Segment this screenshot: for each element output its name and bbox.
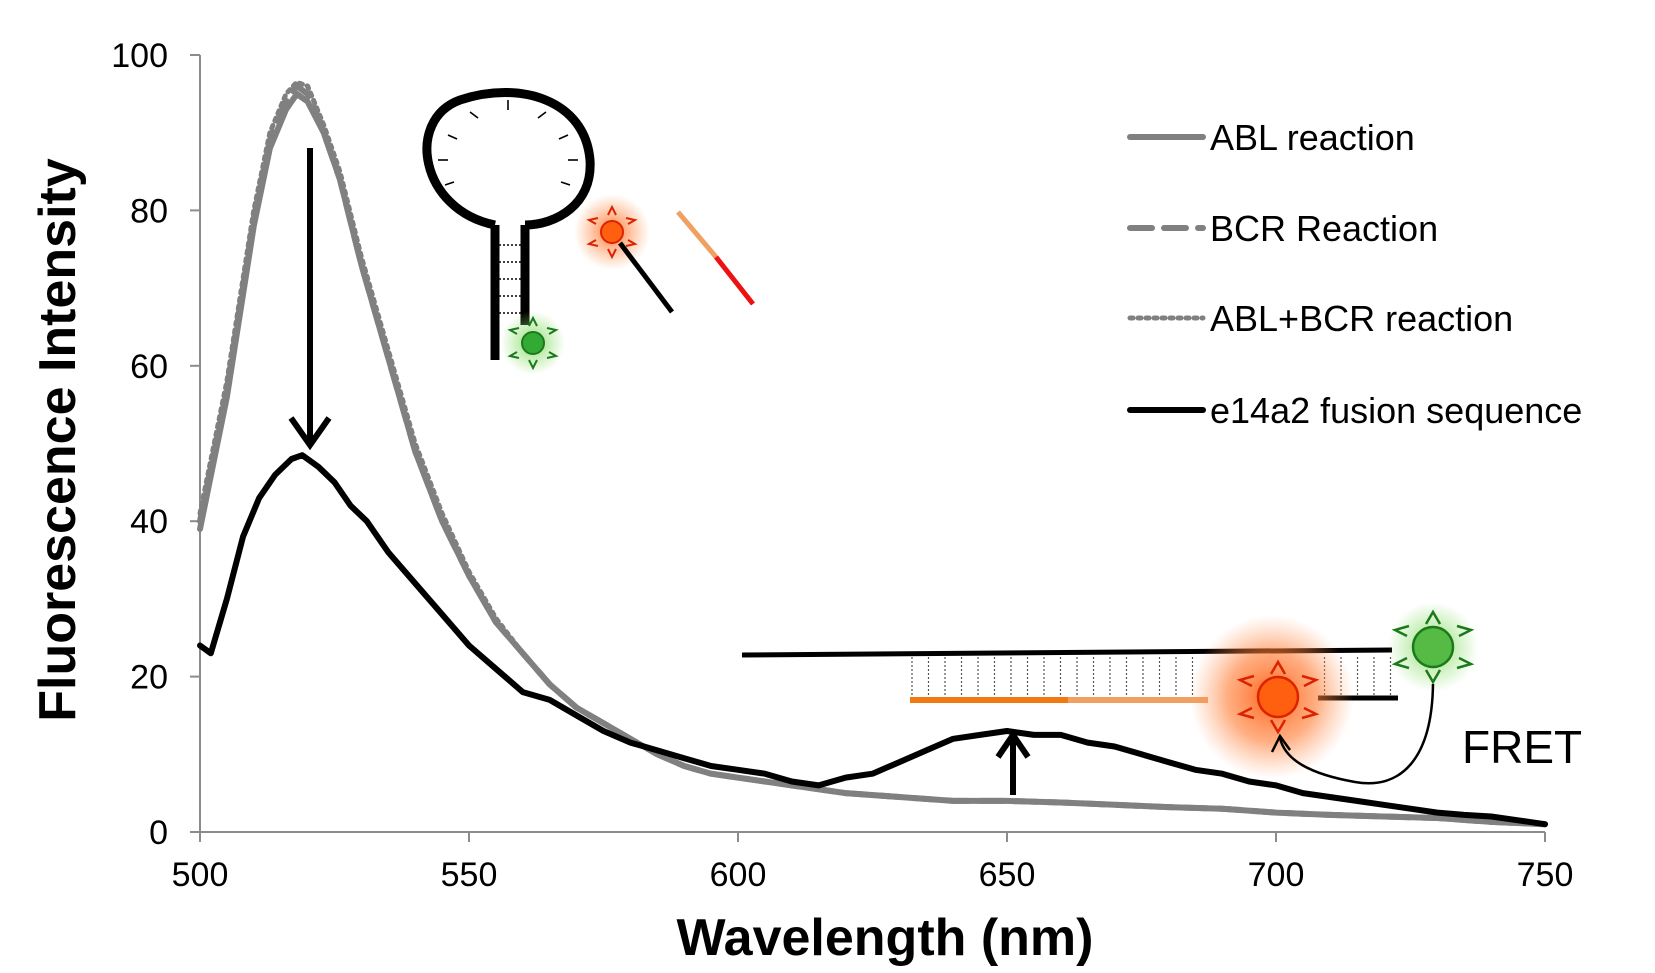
x-tick-label: 600 (710, 856, 767, 894)
series-line-2 (197, 79, 1548, 827)
y-axis-title: Fluorescence Intensity (29, 158, 87, 722)
legend-label: ABL+BCR reaction (1210, 298, 1513, 339)
x-tick-label: 700 (1248, 856, 1305, 894)
y-axis-ticks: 0 20 40 60 80 100 (111, 37, 200, 852)
hairpin-probe-diagram (422, 88, 595, 375)
fret-label: FRET (1462, 721, 1582, 773)
y-tick-label: 60 (130, 348, 168, 386)
legend-label: BCR Reaction (1210, 208, 1438, 249)
x-tick-label: 550 (441, 856, 498, 894)
acceptor-strand-diagram (574, 194, 755, 314)
legend-label: ABL reaction (1210, 117, 1415, 158)
y-tick-label: 100 (111, 37, 168, 75)
legend-label: e14a2 fusion sequence (1210, 390, 1582, 431)
series-layer (197, 79, 1548, 828)
acceptor-dye-bound-icon (1256, 675, 1300, 719)
donor-dye-icon (521, 331, 545, 355)
donor-dye-bound-icon (1411, 625, 1455, 669)
y-tick-label: 20 (130, 659, 168, 697)
y-tick-label: 80 (130, 192, 168, 230)
x-axis-ticks: 500 550 600 650 700 750 (172, 832, 1574, 894)
acceptor-dye-icon (600, 220, 624, 244)
quench-arrow (288, 148, 332, 451)
fret-hybrid-diagram (741, 602, 1478, 785)
legend: ABL reaction BCR Reaction ABL+BCR reaction… (1127, 117, 1582, 431)
x-axis-title: Wavelength (nm) (677, 909, 1094, 967)
fret-increase-arrow (995, 729, 1031, 795)
y-tick-label: 0 (149, 814, 168, 852)
series-line-3 (197, 452, 1548, 828)
x-tick-label: 750 (1517, 856, 1574, 894)
x-tick-label: 500 (172, 856, 229, 894)
x-tick-label: 650 (979, 856, 1036, 894)
y-tick-label: 40 (130, 503, 168, 541)
